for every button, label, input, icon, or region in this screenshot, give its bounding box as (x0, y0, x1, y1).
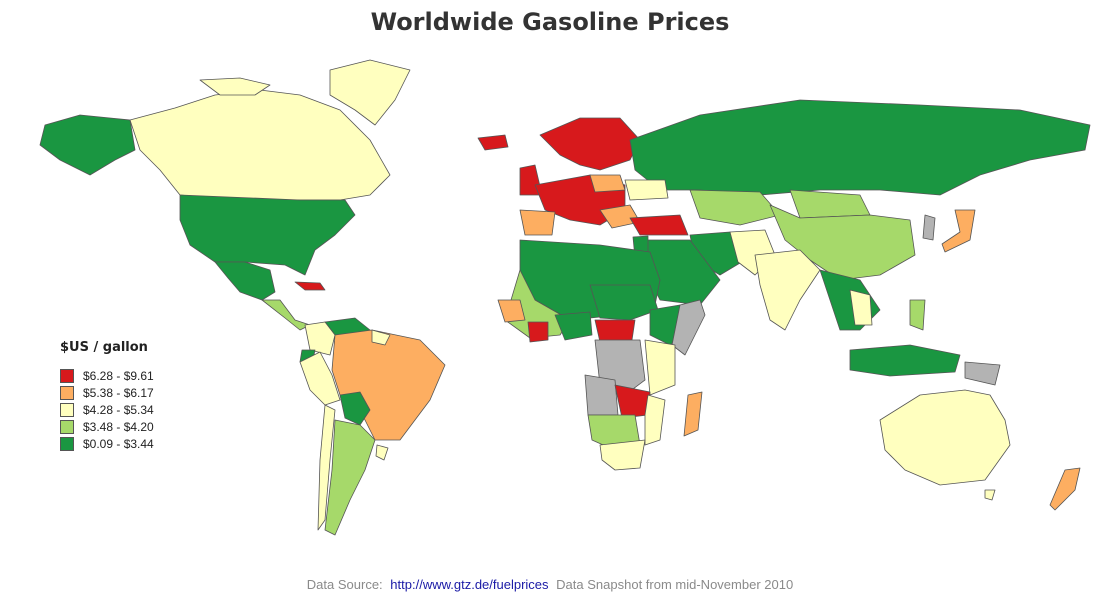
country-ukraine (624, 179, 669, 201)
country-new-zealand (1049, 467, 1081, 511)
country-kazakhstan (689, 189, 781, 226)
country-alaska (39, 114, 136, 176)
country-peru (299, 351, 341, 406)
legend-swatch (60, 385, 74, 400)
source-label: Data Source: (306, 577, 383, 592)
legend-item: $0.09 - $3.44 (60, 435, 154, 452)
country-colombia (304, 321, 336, 356)
legend-swatch (60, 419, 74, 434)
footer: Data Source: http://www.gtz.de/fuelprice… (0, 577, 1100, 592)
country-philippines (909, 299, 926, 331)
country-turkey (629, 214, 689, 236)
country-chad-sudan (589, 284, 659, 321)
country-angola (584, 374, 619, 416)
legend-item: $5.38 - $6.17 (60, 384, 154, 401)
legend: $US / gallon $6.28 - $9.61 $5.38 - $6.17 $… (60, 340, 154, 452)
country-poland (589, 174, 626, 193)
country-cuba (294, 281, 326, 291)
country-brazil (331, 329, 446, 441)
legend-label: $3.48 - $4.20 (83, 419, 154, 434)
country-norway-sweden-finland (539, 117, 641, 171)
country-australia (879, 389, 1011, 486)
country-south-africa (599, 439, 646, 471)
country-argentina (324, 419, 376, 536)
legend-swatch (60, 436, 74, 451)
country-tasmania (984, 489, 996, 501)
country-japan (941, 209, 976, 253)
country-central-african-rep (594, 319, 636, 343)
country-greenland (329, 59, 411, 126)
country-ghana-region (527, 321, 549, 343)
legend-title: $US / gallon (60, 340, 148, 355)
legend-item: $3.48 - $4.20 (60, 418, 154, 435)
legend-item: $4.28 - $5.34 (60, 401, 154, 418)
country-mexico (214, 261, 276, 301)
country-mozambique (644, 394, 666, 446)
country-madagascar (683, 391, 703, 437)
legend-label: $6.28 - $9.61 (83, 368, 154, 383)
country-bolivia (339, 391, 371, 426)
country-zambia (614, 384, 651, 419)
source-link[interactable]: http://www.gtz.de/fuelprices (390, 577, 549, 592)
country-iberia (519, 209, 556, 236)
legend-label: $5.38 - $6.17 (83, 385, 154, 400)
country-russia (629, 99, 1091, 196)
snapshot-note: Data Snapshot from mid-November 2010 (556, 577, 794, 592)
legend-swatch (60, 402, 74, 417)
map-title: Worldwide Gasoline Prices (370, 8, 730, 36)
country-new-guinea (964, 361, 1001, 386)
country-nigeria (554, 311, 593, 341)
country-indonesia (849, 344, 961, 377)
country-india (754, 249, 821, 331)
country-usa (179, 194, 356, 276)
country-indochina (849, 289, 873, 326)
legend-swatch (60, 368, 74, 383)
country-west-coast (497, 299, 526, 323)
country-guianas (371, 329, 391, 346)
legend-label: $0.09 - $3.44 (83, 436, 154, 451)
country-chile (317, 404, 336, 531)
country-iceland (477, 134, 509, 151)
country-central-america (261, 299, 311, 331)
country-korea (922, 214, 936, 241)
country-uruguay (375, 444, 389, 461)
country-somalia (671, 299, 706, 356)
country-mongolia (789, 189, 871, 219)
legend-label: $4.28 - $5.34 (83, 402, 154, 417)
country-east-africa (644, 339, 676, 396)
legend-item: $6.28 - $9.61 (60, 367, 154, 384)
country-canada-arctic (199, 77, 271, 96)
